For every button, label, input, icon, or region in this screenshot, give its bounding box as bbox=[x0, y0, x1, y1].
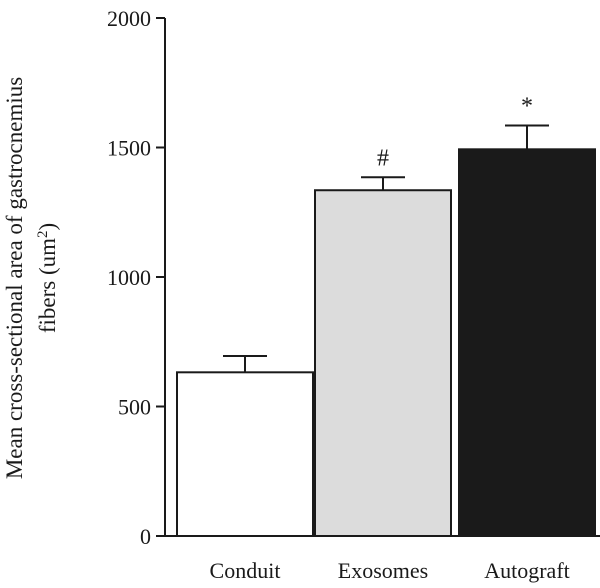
y-axis-label-close: ) bbox=[35, 223, 60, 231]
axes: 0 500 1000 1500 2000 bbox=[107, 6, 600, 549]
y-tick-label: 1500 bbox=[107, 136, 151, 161]
category-label: Autograft bbox=[484, 558, 570, 583]
bar bbox=[176, 371, 314, 538]
y-tick-label: 1000 bbox=[107, 265, 151, 290]
y-axis-label-line2-text: fibers (um bbox=[35, 238, 60, 333]
bar bbox=[314, 189, 452, 538]
significance-marker: # bbox=[377, 145, 389, 171]
y-axis-label-line2: fibers (um2) bbox=[35, 223, 60, 333]
y-tick-label: 0 bbox=[140, 524, 151, 549]
y-axis-label-line1: Mean cross-sectional area of gastrocnemi… bbox=[2, 77, 27, 479]
bar bbox=[458, 148, 596, 538]
y-tick-label: 500 bbox=[118, 395, 151, 420]
bars: Conduit # Exosomes * Autograft bbox=[176, 93, 596, 583]
y-axis-label-superscript: 2 bbox=[35, 231, 51, 239]
y-tick-label: 2000 bbox=[107, 6, 151, 31]
category-label: Exosomes bbox=[338, 558, 428, 583]
category-label: Conduit bbox=[210, 558, 281, 583]
significance-marker: * bbox=[521, 93, 533, 119]
y-axis-label: Mean cross-sectional area of gastrocnemi… bbox=[2, 77, 60, 479]
